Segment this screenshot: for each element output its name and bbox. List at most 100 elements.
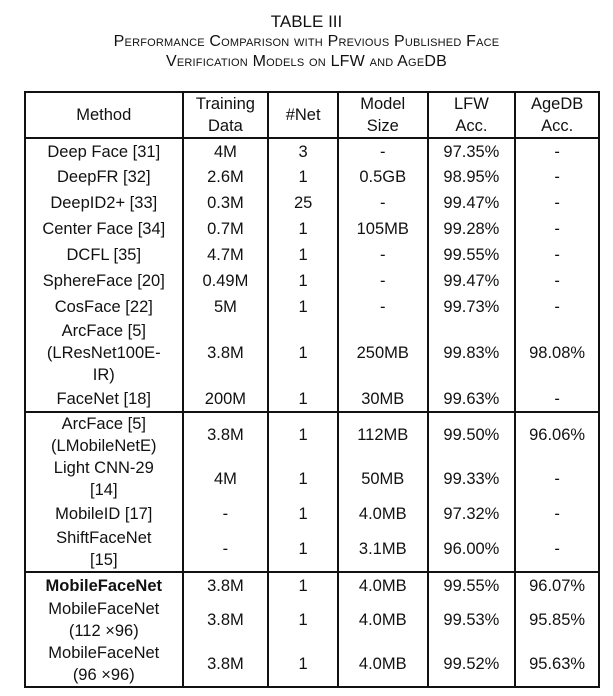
cell-model-size: - [336,268,429,294]
cell-net-count: 1 [267,164,339,190]
cell-lfw-accuracy: 97.35% [426,138,517,164]
cell-net-count: 1 [267,411,339,457]
cell-model-size: 50MB [336,457,429,501]
cell-net-count: 25 [267,190,339,216]
method-line: MobileFaceNet [48,600,160,618]
cell-lfw-accuracy: 96.00% [426,527,517,572]
cell-model-size: - [336,190,429,216]
cell-lfw-accuracy: 99.52% [426,642,517,688]
table-title-line-2: Verification Models on LFW and AgeDB [166,53,447,70]
cell-lfw-accuracy: 99.55% [426,242,517,268]
method-line: DeepID2+ [33] [50,194,158,212]
method-line: MobileFaceNet [48,644,160,662]
cell-training-data: 3.8M [181,571,270,598]
cell-net-count: 1 [267,571,339,598]
table-section: ArcFace [5] (LMobileNetE) 3.8M 1 112MB 99.50%… [24,411,600,572]
table-title-line-1: Performance Comparison with Previous Pub… [113,33,500,50]
method-line: [14] [90,481,118,499]
method-line: SphereFace [20] [42,272,165,290]
method-line: (LMobileNetE) [51,437,157,455]
cell-method: DeepID2+ [33] [24,190,184,216]
cell-method: DCFL [35] [24,242,184,268]
method-line: (96 ×96) [72,666,135,684]
cell-agedb-accuracy: 95.85% [514,598,600,642]
method-line: Light CNN-29 [53,459,154,477]
cell-training-data: 5M [181,294,270,320]
cell-method: ArcFace [5] (LResNet100E- IR) [24,320,184,386]
table-row: FaceNet [18] 200M 1 30MB 99.63% - [24,386,600,412]
cell-model-size: 3.1MB [336,527,429,572]
cell-lfw-accuracy: 99.50% [426,411,517,457]
cell-training-data: 200M [181,386,270,412]
method-line: ShiftFaceNet [56,529,152,547]
method-line: CosFace [22] [54,298,153,316]
cell-training-data: 3.8M [181,598,270,642]
cell-net-count: 1 [267,216,339,242]
method-line: IR) [92,366,115,384]
method-line: (112 ×96) [68,622,139,640]
table-row: SphereFace [20] 0.49M 1-99.47% - [24,268,600,294]
cell-training-data: 3.8M [181,411,270,457]
cell-agedb-accuracy: 96.07% [514,571,600,598]
method-line: Deep Face [31] [47,142,161,161]
cell-training-data: 0.49M [181,268,270,294]
table-row: MobileFaceNet (96 ×96) 3.8M 1 4.0MB 99.52% 95.… [24,642,600,688]
cell-lfw-accuracy: 99.73% [426,294,517,320]
cell-agedb-accuracy: - [514,164,600,190]
cell-model-size: - [336,138,429,164]
cell-training-data: 4M [181,138,270,164]
cell-lfw-accuracy: 99.55% [426,571,517,598]
method-line: DeepFR [32] [57,168,151,186]
method-line: MobileFaceNet [45,576,162,595]
cell-model-size: 112MB [336,411,429,457]
cell-agedb-accuracy: - [514,386,600,412]
method-line: Center Face [34] [42,220,166,238]
cell-training-data: 0.3M [181,190,270,216]
document-page: TABLE III Performance Comparison with Pr… [0,12,613,696]
cell-lfw-accuracy: 98.95% [426,164,517,190]
cell-agedb-accuracy: 95.63% [514,642,600,688]
header-agedb-accuracy: AgeDB Acc. [514,91,600,139]
cell-lfw-accuracy: 99.47% [426,268,517,294]
cell-model-size: 30MB [336,386,429,412]
cell-model-size: 4.0MB [336,598,429,642]
table-label: TABLE III [270,12,343,31]
table-row: MobileFaceNet (112 ×96) 3.8M 1 4.0MB 99.53% 95… [24,598,600,642]
header-model-size: Model Size [336,91,429,139]
cell-model-size: 4.0MB [336,642,429,688]
cell-method: MobileFaceNet [24,571,184,598]
cell-method: ArcFace [5] (LMobileNetE) [24,411,184,457]
cell-agedb-accuracy: - [514,268,600,294]
cell-agedb-accuracy: - [514,501,600,527]
comparison-table: Method Training Data #Net Model Size LFW Ac… [24,91,600,688]
cell-net-count: 1 [267,598,339,642]
cell-training-data: 3.8M [181,320,270,386]
cell-training-data: 0.7M [181,216,270,242]
cell-net-count: 1 [267,294,339,320]
cell-net-count: 1 [267,501,339,527]
cell-method: CosFace [22] [24,294,184,320]
cell-agedb-accuracy: - [514,190,600,216]
table-row: MobileFaceNet 3.8M 1 4.0MB 99.55% 96.07% [24,571,600,598]
table-section: Deep Face [31] 4M 3-97.35% - DeepFR [32] 2.6M… [24,138,600,412]
header-net-count: #Net [267,91,339,139]
cell-model-size: 250MB [336,320,429,386]
method-line: ArcFace [5] [61,322,146,340]
cell-method: Center Face [34] [24,216,184,242]
table-row: ArcFace [5] (LMobileNetE) 3.8M 1 112MB 99.50%… [24,411,600,457]
table-row: DCFL [35] 4.7M 1-99.55% - [24,242,600,268]
cell-model-size: - [336,242,429,268]
cell-model-size: 0.5GB [336,164,429,190]
cell-agedb-accuracy: - [514,527,600,572]
cell-method: DeepFR [32] [24,164,184,190]
cell-model-size: - [336,294,429,320]
cell-training-data: 4.7M [181,242,270,268]
cell-lfw-accuracy: 99.83% [426,320,517,386]
cell-lfw-accuracy: 99.47% [426,190,517,216]
table-row: ShiftFaceNet [15] -1 3.1MB 96.00% - [24,527,600,572]
table-row: Deep Face [31] 4M 3-97.35% - [24,138,600,164]
cell-net-count: 1 [267,242,339,268]
cell-training-data: - [181,501,270,527]
cell-lfw-accuracy: 99.28% [426,216,517,242]
cell-net-count: 1 [267,527,339,572]
